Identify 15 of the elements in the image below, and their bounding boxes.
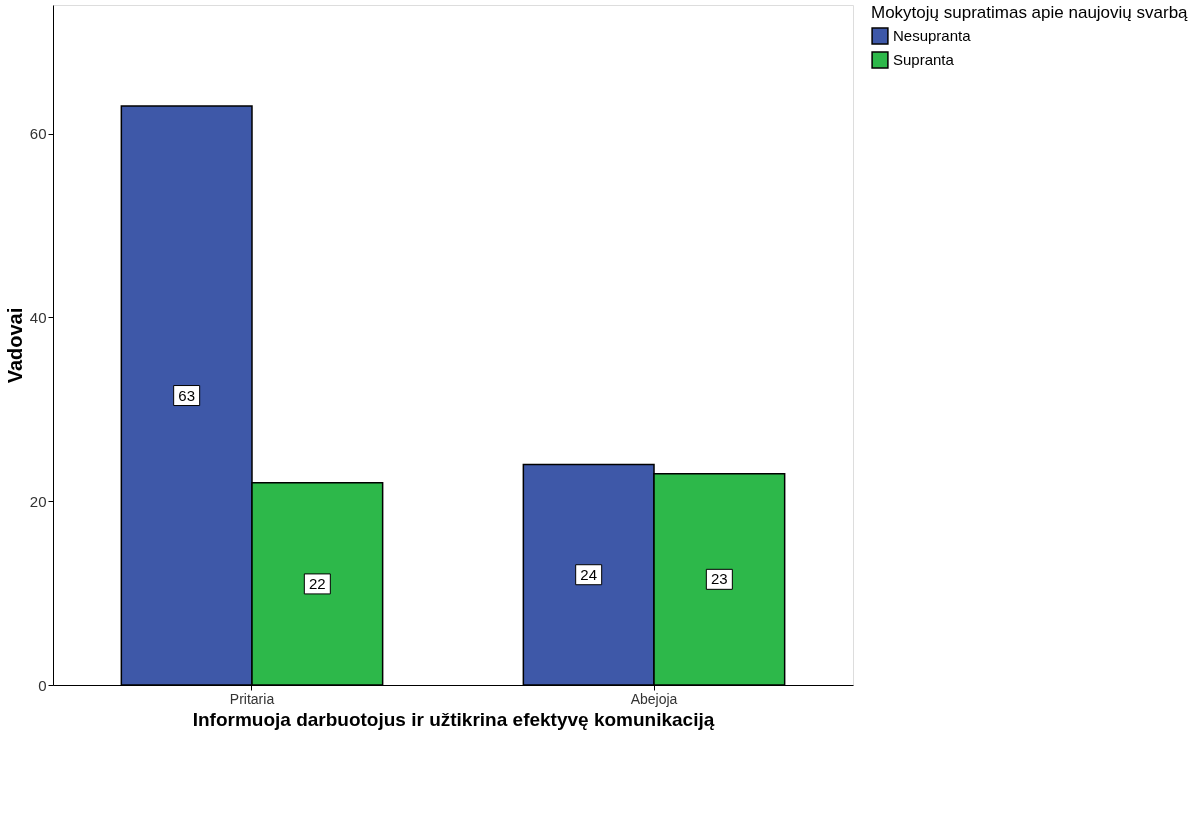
legend-label: Nesupranta bbox=[893, 27, 972, 44]
data-label: 24 bbox=[580, 565, 598, 583]
y-tick-label: 0 bbox=[38, 676, 47, 694]
x-axis-title: Informuoja darbuotojus ir užtikrina efektyvę komunikaciją bbox=[192, 708, 715, 730]
legend-title: Mokytojų supratimas apie naujovių svarbą bbox=[871, 3, 1189, 22]
data-label: 63 bbox=[178, 386, 196, 404]
y-tick-label: 60 bbox=[29, 125, 47, 143]
y-axis-title: Vadovai bbox=[3, 307, 26, 384]
y-tick-label: 40 bbox=[29, 308, 47, 326]
legend-label: Supranta bbox=[893, 51, 955, 68]
data-label: 22 bbox=[308, 574, 326, 592]
y-tick-label: 20 bbox=[29, 492, 47, 510]
x-tick-label: Abejoja bbox=[630, 690, 678, 707]
data-label: 23 bbox=[710, 570, 728, 588]
x-tick-label: Pritaria bbox=[229, 690, 275, 707]
